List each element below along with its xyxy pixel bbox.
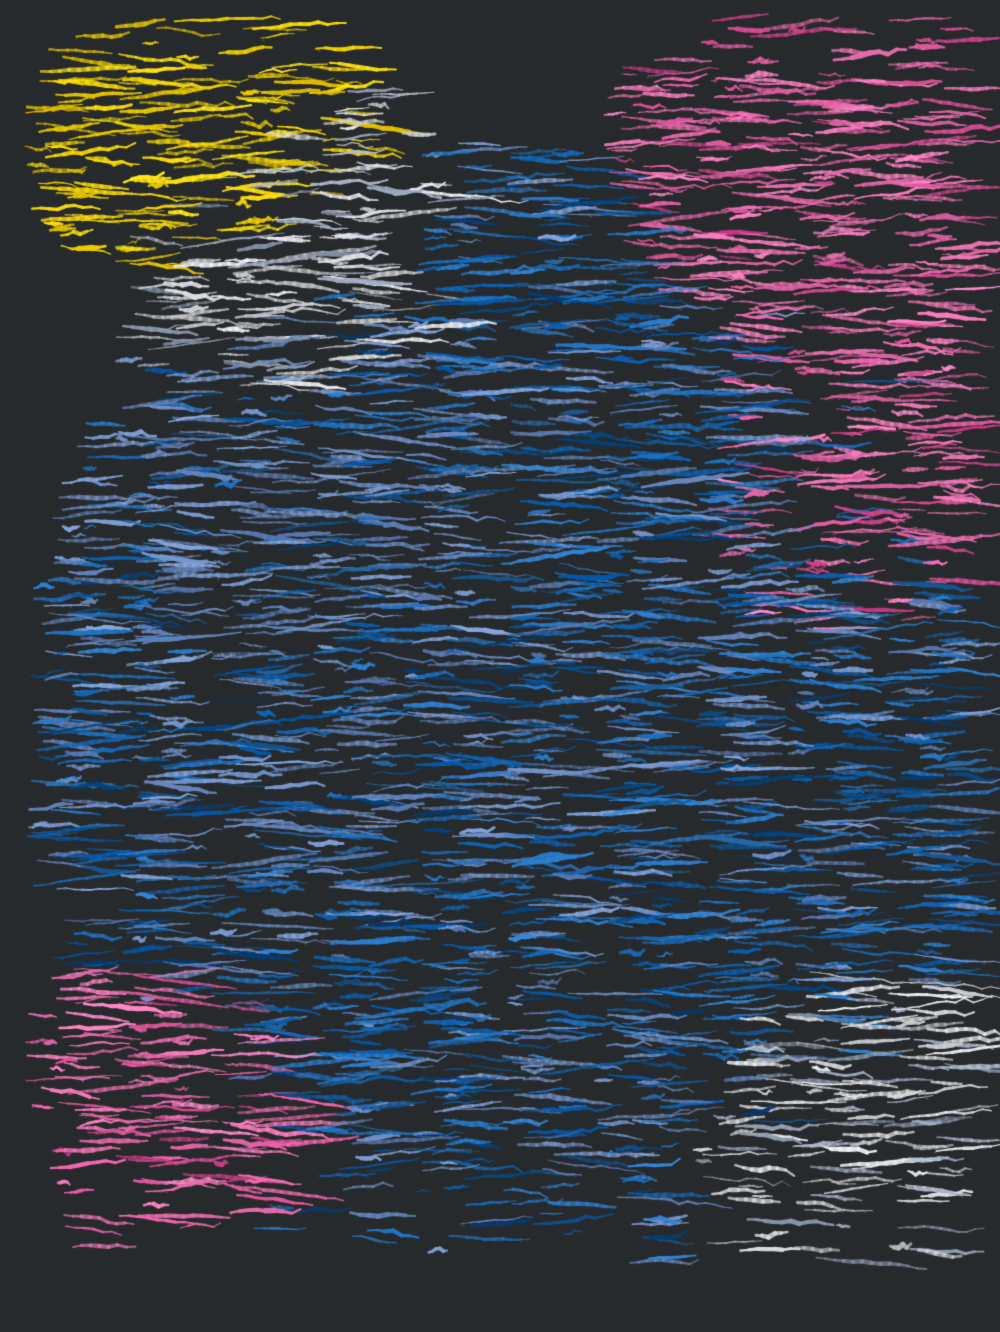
stroke-field-layer xyxy=(0,0,1000,1332)
artwork-canvas xyxy=(0,0,1000,1332)
